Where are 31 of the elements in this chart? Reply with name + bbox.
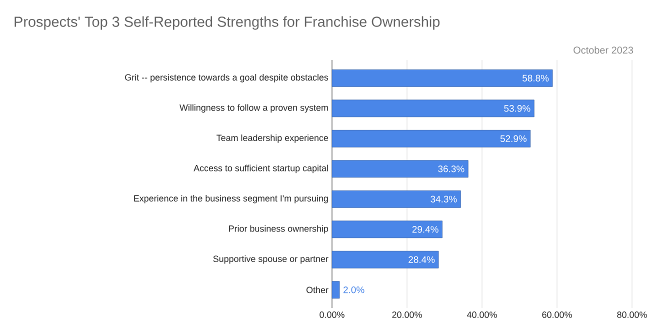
x-tick-label: 80.00%: [617, 312, 647, 318]
x-tick-label: 40.00%: [467, 312, 497, 318]
y-tick-label: Experience in the business segment I'm pursuing: [134, 194, 328, 204]
x-tick-label: 60.00%: [542, 312, 572, 318]
y-tick-label: Supportive spouse or partner: [213, 255, 328, 264]
data-label: 36.3%: [438, 166, 464, 172]
bar: [332, 281, 340, 299]
y-tick-label: Willingness to follow a proven system: [180, 104, 328, 113]
data-label: 29.4%: [412, 226, 438, 233]
data-label: 2.0%: [343, 286, 364, 294]
bar: [332, 250, 439, 268]
chart-subtitle: October 2023: [574, 46, 634, 54]
data-label: 58.8%: [522, 74, 549, 82]
y-tick-label: Team leadership experience: [216, 134, 328, 143]
bar: [332, 69, 553, 87]
x-tick-label: 0.00%: [320, 312, 344, 318]
chart-title: Prospects' Top 3 Self-Reported Strengths for Franchise Ownership: [14, 16, 440, 30]
data-label: 34.3%: [430, 196, 457, 202]
bar: [332, 220, 442, 238]
y-tick-label: Other: [306, 286, 328, 294]
bar: [332, 190, 461, 208]
y-tick-label: Grit -- persistence towards a goal despite obstacles: [125, 74, 328, 82]
bar: [332, 100, 534, 118]
bar: [332, 130, 531, 148]
data-label: 52.9%: [500, 135, 527, 142]
y-tick-label: Prior business ownership: [229, 225, 328, 234]
x-tick-label: 20.00%: [392, 312, 422, 318]
bar: [332, 160, 468, 178]
y-tick-label: Access to sufficient startup capital: [194, 164, 328, 174]
data-label: 28.4%: [408, 256, 435, 263]
data-label: 53.9%: [504, 105, 530, 112]
